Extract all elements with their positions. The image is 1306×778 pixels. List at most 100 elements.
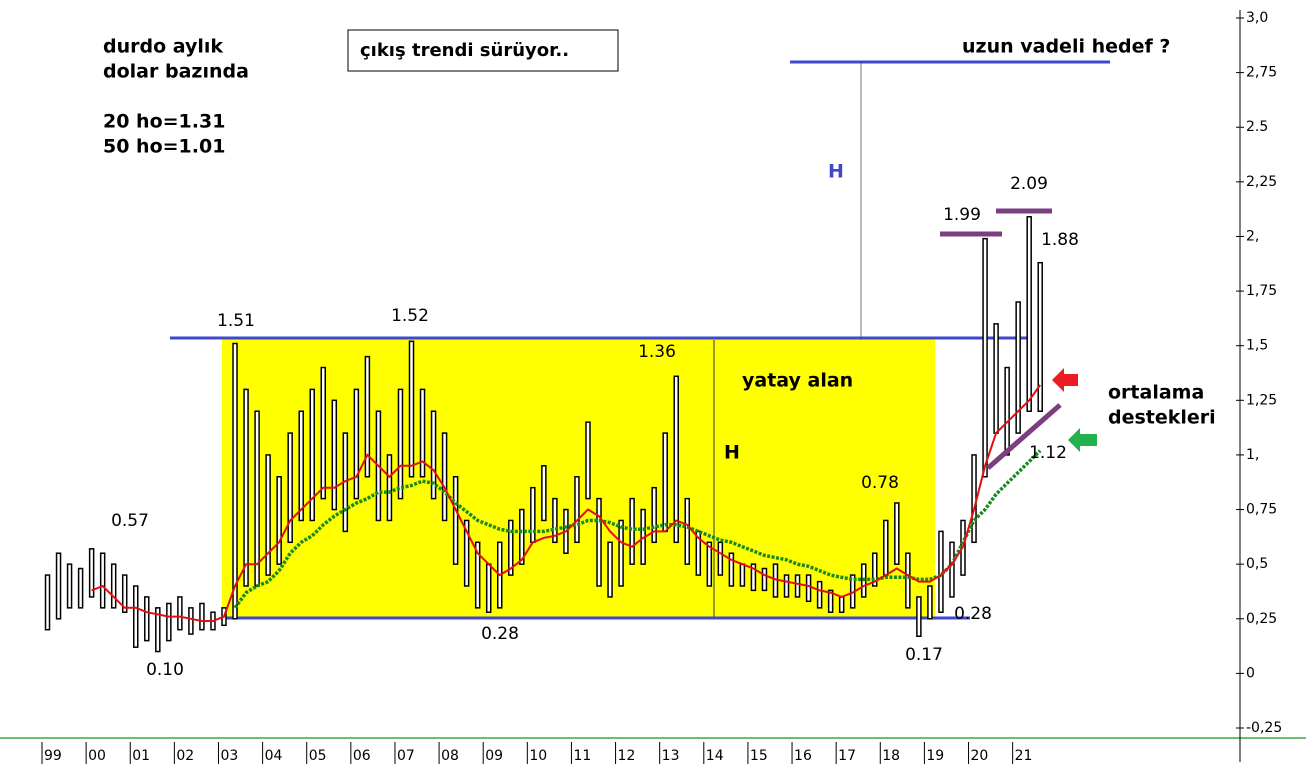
price-label: 0.78 xyxy=(861,473,899,493)
x-tick-label: 13 xyxy=(662,748,680,764)
price-bar xyxy=(541,465,547,522)
price-bar xyxy=(706,541,713,587)
y-tick-label: 1, xyxy=(1246,447,1259,463)
price-bar xyxy=(982,237,988,478)
x-tick-label: 06 xyxy=(353,748,371,764)
price-bar xyxy=(949,541,955,598)
annotation: durdo aylık xyxy=(103,36,223,58)
x-tick-label: 14 xyxy=(706,748,724,764)
price-bar xyxy=(993,323,999,434)
price-bar xyxy=(927,585,933,620)
price-bar xyxy=(364,355,371,478)
price-bar xyxy=(971,454,977,544)
price-bar xyxy=(552,497,558,544)
price-label: 0.17 xyxy=(905,645,943,665)
x-tick-label: 15 xyxy=(750,748,768,764)
price-bar xyxy=(331,399,338,511)
y-tick-label: 0 xyxy=(1246,665,1255,681)
x-tick-label: 11 xyxy=(573,748,591,764)
price-bar xyxy=(508,519,514,576)
price-bar xyxy=(916,596,922,637)
y-tick-label: 0,5 xyxy=(1246,556,1268,572)
price-bar xyxy=(883,519,889,576)
price-bar xyxy=(254,410,260,587)
price-label: 2.09 xyxy=(1010,174,1048,194)
price-bar xyxy=(276,476,282,565)
annotation: destekleri xyxy=(1108,407,1216,429)
ma20-line xyxy=(91,384,1042,622)
price-bar xyxy=(596,497,602,587)
price-bar xyxy=(55,552,62,620)
price-bar xyxy=(838,596,845,613)
annotation: H xyxy=(828,161,844,183)
y-tick-label: 1,25 xyxy=(1246,392,1277,408)
price-bar xyxy=(1037,261,1043,412)
price-bar xyxy=(905,552,911,609)
price-bar xyxy=(1015,301,1021,434)
price-bar xyxy=(1026,216,1032,412)
price-bar xyxy=(166,602,172,642)
price-bar xyxy=(110,563,117,609)
price-bar xyxy=(133,585,139,648)
price-bar xyxy=(155,607,161,653)
y-tick-label: 0,75 xyxy=(1246,502,1277,518)
green-arrow xyxy=(1068,428,1097,452)
price-label: 1.51 xyxy=(217,311,255,331)
price-bar xyxy=(298,410,304,522)
price-bar xyxy=(739,563,746,587)
price-bar xyxy=(452,476,459,565)
price-bar xyxy=(1004,366,1010,456)
note-box xyxy=(347,29,619,72)
price-label: 1.99 xyxy=(943,205,981,225)
x-tick-label: 01 xyxy=(132,748,150,764)
y-tick-label: 1,75 xyxy=(1246,283,1277,299)
price-bar xyxy=(441,432,448,522)
price-label: 1.36 xyxy=(638,342,676,362)
price-bar xyxy=(607,541,613,598)
price-bar xyxy=(574,476,580,544)
price-label: 0.28 xyxy=(481,624,519,644)
x-tick-label: 99 xyxy=(44,748,62,764)
annotation: yatay alan xyxy=(742,370,853,392)
price-bar xyxy=(585,421,591,500)
annotation: 50 ho=1.01 xyxy=(103,136,225,158)
y-tick-label: 1,5 xyxy=(1246,338,1268,354)
annotation: ortalama xyxy=(1108,382,1204,404)
x-tick-label: 12 xyxy=(618,748,636,764)
red-arrow xyxy=(1052,368,1078,392)
price-bar xyxy=(243,388,249,587)
plot xyxy=(44,216,1043,653)
price-label: 0.57 xyxy=(111,511,149,531)
price-bar xyxy=(728,552,735,587)
price-bar xyxy=(673,375,679,544)
price-bar xyxy=(463,519,470,587)
x-tick-label: 20 xyxy=(971,748,989,764)
price-bar xyxy=(430,410,437,500)
price-bar xyxy=(662,432,668,533)
price-bar xyxy=(287,432,293,544)
annotation: çıkış trendi sürüyor.. xyxy=(360,40,569,61)
annotation: uzun vadeli hedef ? xyxy=(962,36,1170,58)
price-label: 1.12 xyxy=(1029,443,1067,463)
trend-marker xyxy=(986,403,1062,470)
y-tick-label: 3,0 xyxy=(1246,10,1268,26)
price-bar xyxy=(485,563,492,613)
x-tick-label: 10 xyxy=(529,748,547,764)
price-bar xyxy=(894,502,900,565)
price-bar xyxy=(320,366,327,500)
x-tick-label: 07 xyxy=(397,748,415,764)
price-bar xyxy=(872,552,878,587)
y-tick-label: 2.5 xyxy=(1246,119,1268,135)
x-tick-label: 08 xyxy=(441,748,459,764)
price-label: 1.52 xyxy=(391,306,429,326)
ma50-line xyxy=(233,449,1042,609)
price-bar xyxy=(386,454,393,522)
x-tick-label: 18 xyxy=(882,748,900,764)
x-tick-label: 16 xyxy=(794,748,812,764)
price-bar xyxy=(99,552,106,609)
x-tick-label: 03 xyxy=(220,748,238,764)
annotation: H xyxy=(724,442,740,464)
price-bar xyxy=(761,567,768,592)
y-tick-label: -0,25 xyxy=(1246,720,1282,736)
price-bar xyxy=(44,574,51,631)
